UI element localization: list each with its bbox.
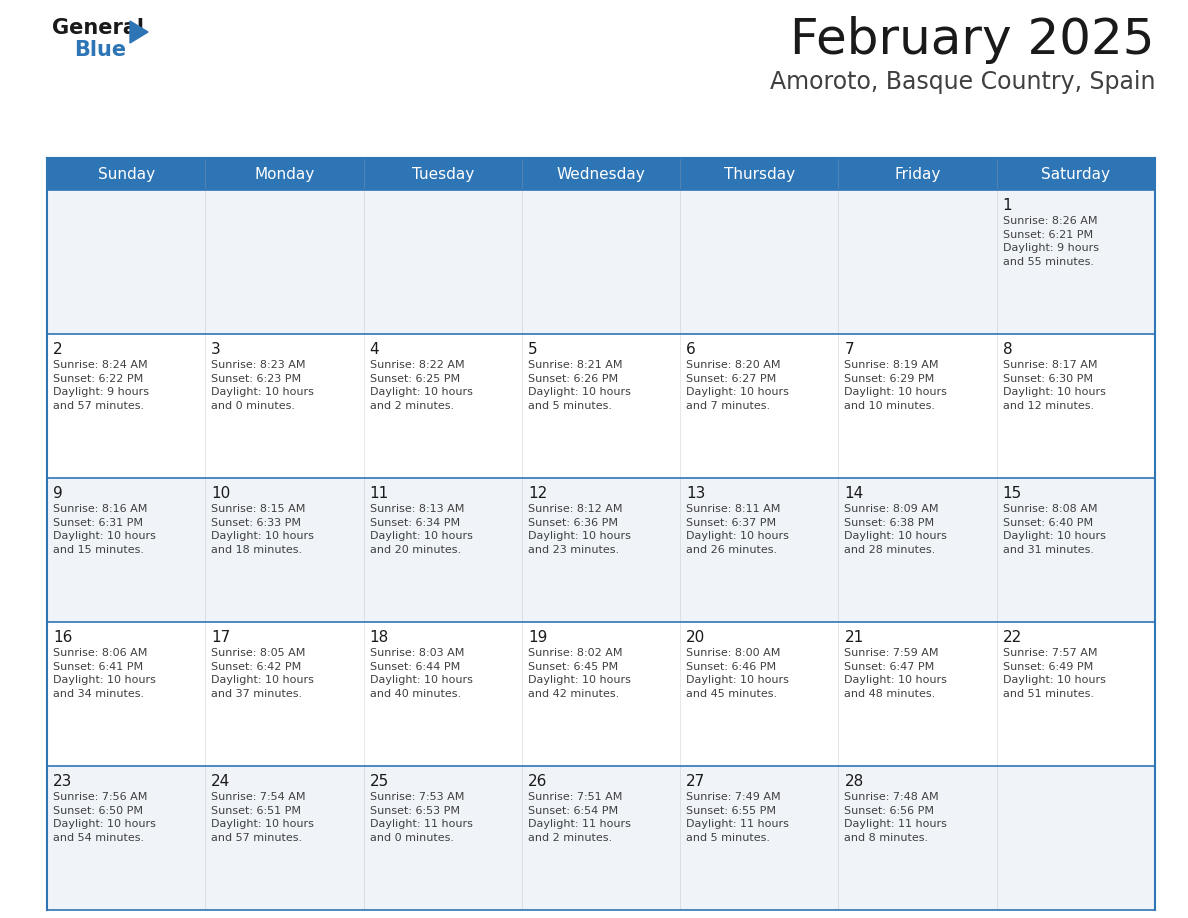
- Text: 12: 12: [527, 486, 548, 501]
- Bar: [48, 190, 1155, 334]
- Text: Sunrise: 8:00 AM
Sunset: 6:46 PM
Daylight: 10 hours
and 45 minutes.: Sunrise: 8:00 AM Sunset: 6:46 PM Dayligh…: [687, 648, 789, 699]
- Text: 8: 8: [1003, 342, 1012, 357]
- Text: 28: 28: [845, 774, 864, 789]
- Text: Sunrise: 7:48 AM
Sunset: 6:56 PM
Daylight: 11 hours
and 8 minutes.: Sunrise: 7:48 AM Sunset: 6:56 PM Dayligh…: [845, 792, 947, 843]
- Text: 1: 1: [1003, 198, 1012, 213]
- Text: 11: 11: [369, 486, 388, 501]
- Text: Sunrise: 8:11 AM
Sunset: 6:37 PM
Daylight: 10 hours
and 26 minutes.: Sunrise: 8:11 AM Sunset: 6:37 PM Dayligh…: [687, 504, 789, 554]
- Text: 4: 4: [369, 342, 379, 357]
- Text: Sunrise: 8:05 AM
Sunset: 6:42 PM
Daylight: 10 hours
and 37 minutes.: Sunrise: 8:05 AM Sunset: 6:42 PM Dayligh…: [211, 648, 314, 699]
- Text: Monday: Monday: [254, 166, 315, 182]
- Text: 25: 25: [369, 774, 388, 789]
- Text: 6: 6: [687, 342, 696, 357]
- Text: Sunrise: 8:13 AM
Sunset: 6:34 PM
Daylight: 10 hours
and 20 minutes.: Sunrise: 8:13 AM Sunset: 6:34 PM Dayligh…: [369, 504, 473, 554]
- Text: Sunrise: 8:20 AM
Sunset: 6:27 PM
Daylight: 10 hours
and 7 minutes.: Sunrise: 8:20 AM Sunset: 6:27 PM Dayligh…: [687, 360, 789, 410]
- Text: 10: 10: [211, 486, 230, 501]
- Text: Friday: Friday: [895, 166, 941, 182]
- Text: 9: 9: [53, 486, 63, 501]
- Text: Blue: Blue: [74, 40, 126, 60]
- Text: Tuesday: Tuesday: [411, 166, 474, 182]
- Text: 14: 14: [845, 486, 864, 501]
- Text: 7: 7: [845, 342, 854, 357]
- Text: Sunrise: 8:21 AM
Sunset: 6:26 PM
Daylight: 10 hours
and 5 minutes.: Sunrise: 8:21 AM Sunset: 6:26 PM Dayligh…: [527, 360, 631, 410]
- Text: 20: 20: [687, 630, 706, 645]
- Text: Amoroto, Basque Country, Spain: Amoroto, Basque Country, Spain: [770, 70, 1155, 94]
- Text: 15: 15: [1003, 486, 1022, 501]
- Text: Sunrise: 7:51 AM
Sunset: 6:54 PM
Daylight: 11 hours
and 2 minutes.: Sunrise: 7:51 AM Sunset: 6:54 PM Dayligh…: [527, 792, 631, 843]
- Text: 24: 24: [211, 774, 230, 789]
- Text: 19: 19: [527, 630, 548, 645]
- Text: Sunrise: 8:23 AM
Sunset: 6:23 PM
Daylight: 10 hours
and 0 minutes.: Sunrise: 8:23 AM Sunset: 6:23 PM Dayligh…: [211, 360, 314, 410]
- Text: Sunrise: 8:08 AM
Sunset: 6:40 PM
Daylight: 10 hours
and 31 minutes.: Sunrise: 8:08 AM Sunset: 6:40 PM Dayligh…: [1003, 504, 1106, 554]
- Text: Wednesday: Wednesday: [557, 166, 645, 182]
- Text: 13: 13: [687, 486, 706, 501]
- Text: Sunrise: 8:16 AM
Sunset: 6:31 PM
Daylight: 10 hours
and 15 minutes.: Sunrise: 8:16 AM Sunset: 6:31 PM Dayligh…: [53, 504, 156, 554]
- Text: Sunrise: 8:26 AM
Sunset: 6:21 PM
Daylight: 9 hours
and 55 minutes.: Sunrise: 8:26 AM Sunset: 6:21 PM Dayligh…: [1003, 216, 1099, 267]
- Text: 23: 23: [53, 774, 72, 789]
- Text: 22: 22: [1003, 630, 1022, 645]
- Text: 17: 17: [211, 630, 230, 645]
- Text: Sunrise: 8:22 AM
Sunset: 6:25 PM
Daylight: 10 hours
and 2 minutes.: Sunrise: 8:22 AM Sunset: 6:25 PM Dayligh…: [369, 360, 473, 410]
- Text: Sunrise: 8:15 AM
Sunset: 6:33 PM
Daylight: 10 hours
and 18 minutes.: Sunrise: 8:15 AM Sunset: 6:33 PM Dayligh…: [211, 504, 314, 554]
- Text: 5: 5: [527, 342, 537, 357]
- Text: Sunrise: 7:49 AM
Sunset: 6:55 PM
Daylight: 11 hours
and 5 minutes.: Sunrise: 7:49 AM Sunset: 6:55 PM Dayligh…: [687, 792, 789, 843]
- Text: Sunrise: 7:54 AM
Sunset: 6:51 PM
Daylight: 10 hours
and 57 minutes.: Sunrise: 7:54 AM Sunset: 6:51 PM Dayligh…: [211, 792, 314, 843]
- Text: Sunrise: 7:56 AM
Sunset: 6:50 PM
Daylight: 10 hours
and 54 minutes.: Sunrise: 7:56 AM Sunset: 6:50 PM Dayligh…: [53, 792, 156, 843]
- Text: 21: 21: [845, 630, 864, 645]
- Text: Sunrise: 8:09 AM
Sunset: 6:38 PM
Daylight: 10 hours
and 28 minutes.: Sunrise: 8:09 AM Sunset: 6:38 PM Dayligh…: [845, 504, 947, 554]
- Text: 3: 3: [211, 342, 221, 357]
- Bar: [48, 766, 1155, 910]
- Text: General: General: [52, 18, 144, 38]
- Text: Sunrise: 7:59 AM
Sunset: 6:47 PM
Daylight: 10 hours
and 48 minutes.: Sunrise: 7:59 AM Sunset: 6:47 PM Dayligh…: [845, 648, 947, 699]
- Text: February 2025: February 2025: [790, 16, 1155, 64]
- Text: Thursday: Thursday: [723, 166, 795, 182]
- Text: 26: 26: [527, 774, 548, 789]
- Bar: [48, 334, 1155, 478]
- Text: Sunrise: 8:19 AM
Sunset: 6:29 PM
Daylight: 10 hours
and 10 minutes.: Sunrise: 8:19 AM Sunset: 6:29 PM Dayligh…: [845, 360, 947, 410]
- Text: 2: 2: [53, 342, 63, 357]
- Text: 18: 18: [369, 630, 388, 645]
- Text: Sunrise: 7:53 AM
Sunset: 6:53 PM
Daylight: 11 hours
and 0 minutes.: Sunrise: 7:53 AM Sunset: 6:53 PM Dayligh…: [369, 792, 473, 843]
- Bar: [48, 622, 1155, 766]
- Text: Sunrise: 8:24 AM
Sunset: 6:22 PM
Daylight: 9 hours
and 57 minutes.: Sunrise: 8:24 AM Sunset: 6:22 PM Dayligh…: [53, 360, 148, 410]
- Text: Sunrise: 8:06 AM
Sunset: 6:41 PM
Daylight: 10 hours
and 34 minutes.: Sunrise: 8:06 AM Sunset: 6:41 PM Dayligh…: [53, 648, 156, 699]
- Text: Sunrise: 8:12 AM
Sunset: 6:36 PM
Daylight: 10 hours
and 23 minutes.: Sunrise: 8:12 AM Sunset: 6:36 PM Dayligh…: [527, 504, 631, 554]
- Text: Sunrise: 8:02 AM
Sunset: 6:45 PM
Daylight: 10 hours
and 42 minutes.: Sunrise: 8:02 AM Sunset: 6:45 PM Dayligh…: [527, 648, 631, 699]
- Text: 16: 16: [53, 630, 72, 645]
- Text: Sunrise: 8:03 AM
Sunset: 6:44 PM
Daylight: 10 hours
and 40 minutes.: Sunrise: 8:03 AM Sunset: 6:44 PM Dayligh…: [369, 648, 473, 699]
- Bar: [48, 158, 1155, 190]
- Text: 27: 27: [687, 774, 706, 789]
- Text: Sunrise: 7:57 AM
Sunset: 6:49 PM
Daylight: 10 hours
and 51 minutes.: Sunrise: 7:57 AM Sunset: 6:49 PM Dayligh…: [1003, 648, 1106, 699]
- Text: Sunday: Sunday: [97, 166, 154, 182]
- Bar: [48, 478, 1155, 622]
- Text: Sunrise: 8:17 AM
Sunset: 6:30 PM
Daylight: 10 hours
and 12 minutes.: Sunrise: 8:17 AM Sunset: 6:30 PM Dayligh…: [1003, 360, 1106, 410]
- Polygon shape: [129, 21, 148, 43]
- Text: Saturday: Saturday: [1042, 166, 1111, 182]
